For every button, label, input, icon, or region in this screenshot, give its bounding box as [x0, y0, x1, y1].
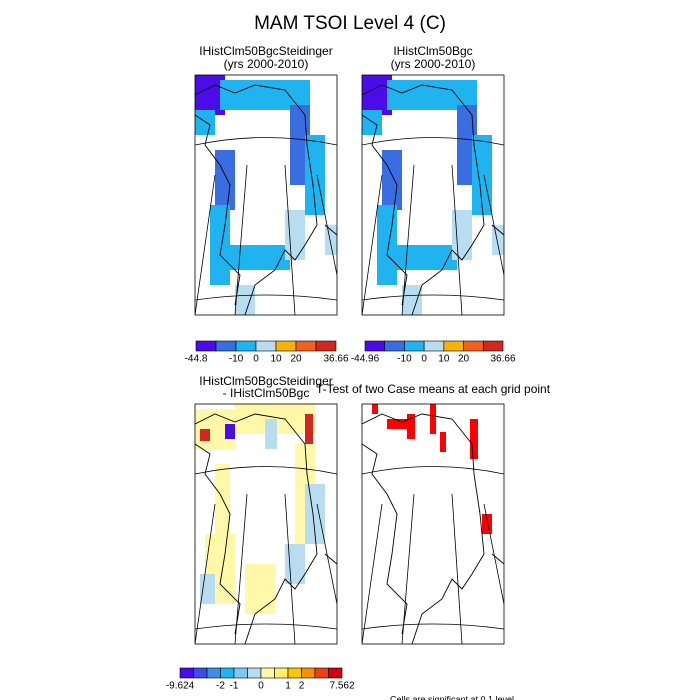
colorbar-box: [295, 340, 317, 352]
colorbar-label: -44.8: [185, 354, 208, 365]
panel-subtitle: - IHistClm50Bgc: [223, 386, 310, 400]
colorbar-box: [247, 667, 262, 679]
figure-title: MAM TSOI Level 4 (C): [254, 13, 446, 34]
colorbar-box: [206, 667, 221, 679]
colorbar-label: 0: [258, 681, 264, 692]
colorbar-label: 0: [421, 354, 427, 365]
colorbar-label: 20: [458, 354, 470, 365]
colorbar-box: [195, 340, 217, 352]
panel-title: T-Test of two Case means at each grid po…: [316, 382, 551, 396]
colorbar-box: [463, 340, 484, 352]
colorbar-box: [364, 340, 386, 352]
colorbar-box: [482, 340, 504, 352]
colorbar-label: 1: [285, 681, 291, 692]
colorbar-box: [301, 667, 316, 679]
map: [362, 404, 504, 644]
map: [195, 404, 337, 644]
colorbar-label: 2: [299, 681, 305, 692]
colorbar-label: 0: [253, 354, 259, 365]
panel-subtitle: (yrs 2000-2010): [224, 57, 309, 71]
colorbar-box: [443, 340, 464, 352]
colorbar-label: -1: [230, 681, 239, 692]
colorbar-box: [275, 340, 297, 352]
colorbar-label: 10: [270, 354, 282, 365]
map: [362, 75, 504, 315]
colorbar-box: [384, 340, 405, 352]
colorbar-box: [193, 667, 208, 679]
panel-subtitle: (yrs 2000-2010): [391, 57, 476, 71]
colorbar-label: -9.624: [166, 681, 195, 692]
colorbar-box: [215, 340, 237, 352]
panel-title: IHistClm50Bgc: [393, 44, 472, 58]
panel-title: IHistClm50BgcSteidinger: [199, 374, 332, 388]
colorbar-box: [220, 667, 235, 679]
colorbar-label: 20: [290, 354, 302, 365]
colorbar-label: -2: [216, 681, 225, 692]
colorbar-box: [314, 667, 329, 679]
colorbar-label: 10: [438, 354, 450, 365]
colorbar-label: -44.96: [351, 354, 380, 365]
colorbar-box: [233, 667, 248, 679]
colorbar-box: [260, 667, 275, 679]
colorbar-label: -10: [397, 354, 412, 365]
panel-title: IHistClm50BgcSteidinger: [199, 44, 332, 58]
colorbar-label: 7.562: [329, 681, 354, 692]
colorbar-label: 36.66: [490, 354, 515, 365]
colorbar-box: [255, 340, 277, 352]
colorbar-box: [328, 667, 343, 679]
colorbar-box: [315, 340, 337, 352]
colorbar-box: [404, 340, 425, 352]
colorbar-box: [179, 667, 194, 679]
colorbar-box: [287, 667, 302, 679]
colorbar-label: -10: [229, 354, 244, 365]
map: [195, 75, 337, 315]
colorbar-label: 36.66: [323, 354, 348, 365]
colorbar-box: [423, 340, 445, 352]
colorbar-box: [274, 667, 289, 679]
footnote: Cells are significant at 0.1 level: [390, 694, 514, 700]
colorbar-box: [235, 340, 257, 352]
